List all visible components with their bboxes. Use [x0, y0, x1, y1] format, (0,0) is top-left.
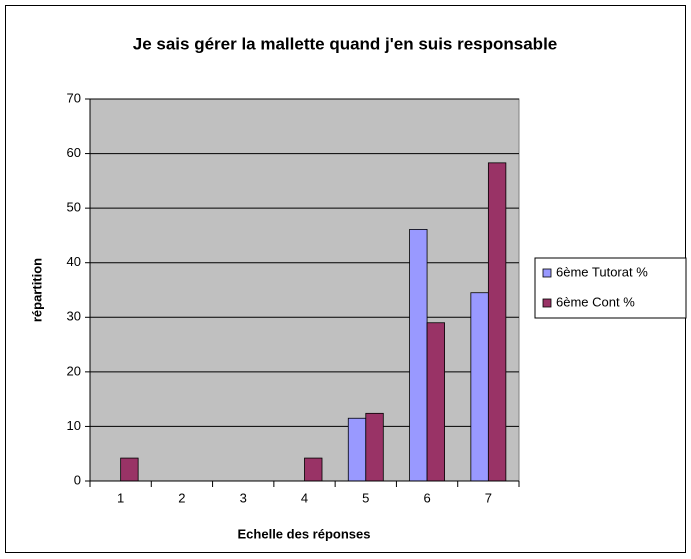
x-tick-label: 6 [423, 490, 430, 505]
y-tick-label: 60 [67, 145, 81, 160]
legend-label: 6ème Cont % [556, 294, 635, 309]
y-axis-title: répartition [29, 258, 44, 322]
plot-area [89, 98, 520, 482]
x-tick-label: 3 [240, 490, 247, 505]
legend-swatch [542, 268, 552, 278]
y-tick-label: 70 [67, 90, 81, 105]
legend-box [534, 257, 687, 319]
x-tick-label: 4 [301, 490, 308, 505]
bar [365, 412, 384, 482]
y-tick-label: 40 [67, 254, 81, 269]
bar [120, 457, 139, 482]
bar [487, 162, 507, 482]
bar [409, 229, 428, 482]
x-axis-title: Echelle des réponses [238, 526, 371, 541]
legend-swatch [542, 298, 552, 308]
x-tick-label: 7 [485, 490, 492, 505]
y-tick-label: 10 [67, 418, 81, 433]
bar [347, 417, 367, 482]
bar [304, 457, 323, 482]
bar [470, 292, 489, 482]
chart-title: Je sais gérer la mallette quand j'en sui… [133, 34, 558, 53]
y-tick-label: 0 [74, 472, 81, 487]
x-tick-label: 1 [117, 490, 124, 505]
y-tick-label: 30 [67, 309, 81, 324]
x-tick-label: 5 [362, 490, 369, 505]
y-tick-label: 20 [67, 363, 81, 378]
y-tick-label: 50 [67, 200, 81, 215]
legend-label: 6ème Tutorat % [556, 264, 648, 279]
x-tick-label: 2 [178, 490, 185, 505]
bar [426, 322, 445, 482]
